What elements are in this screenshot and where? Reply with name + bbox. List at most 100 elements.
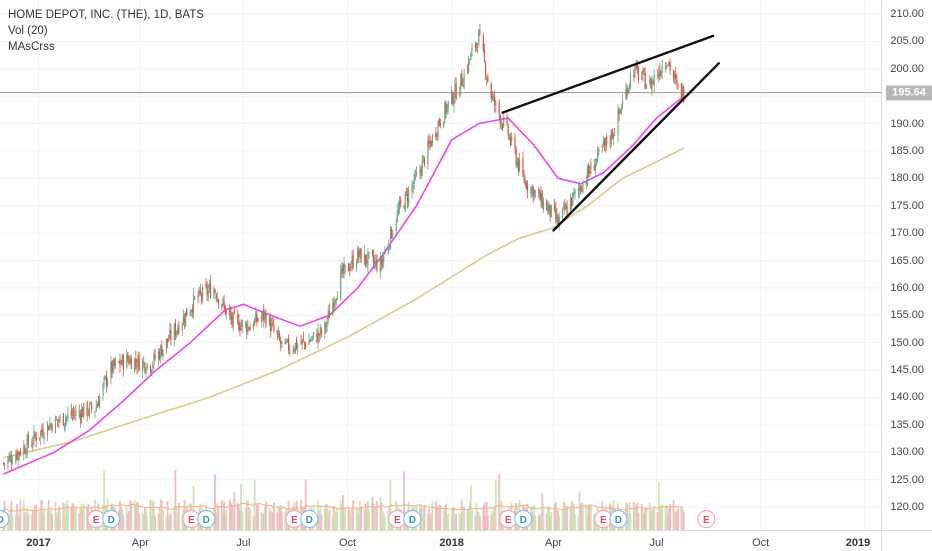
price-chart-plot[interactable]: EDEDEDEDEDEDEDE [0,0,882,530]
candle-body [564,204,566,211]
candle-body [677,85,679,87]
volume-bar [33,515,35,530]
price-tick-label: 180.00 [890,172,924,185]
candle-body [525,182,527,189]
volume-bar [170,514,172,530]
candle-body [470,52,472,60]
candle-body [308,340,310,345]
ma-cross-indicator-label[interactable]: MAsCrss [8,41,55,53]
volume-bar [335,511,338,530]
candle-body [549,205,551,217]
volume-indicator-label[interactable]: Vol (20) [8,25,48,37]
candle-body [533,190,535,196]
price-tick-label: 130.00 [890,446,924,459]
candle-body [197,295,199,298]
candle-body [49,423,51,429]
candle-body [71,414,74,416]
candle-body [40,430,42,438]
candle-body [436,134,438,136]
candle-body [523,174,525,182]
candle-body [293,350,295,352]
candle-body [360,248,362,263]
price-axis[interactable]: 210.00205.00200.00195.00190.00185.00180.… [881,0,932,530]
candle-body [32,442,34,444]
candle-body [628,85,630,87]
volume-bar [245,501,248,530]
candle-body [602,141,604,145]
volume-bar [280,511,283,530]
volume-bar [371,496,374,530]
candle-body [66,416,68,419]
candle-body [653,74,655,85]
candle-body [233,309,235,314]
volume-bar [72,504,75,530]
candle-body [546,200,548,211]
candle-body [119,359,121,366]
time-tick-label: Jul [649,537,664,549]
dividend-letter: D [615,515,622,526]
candle-body [230,313,232,320]
volume-bar [168,513,171,530]
candle-body [644,73,646,89]
volume-bar [120,506,123,530]
volume-bar [540,512,542,530]
candle-body [366,260,368,264]
earnings-letter: E [600,515,607,526]
candle-body [580,185,582,191]
candle-body [311,336,314,337]
volume-bar [176,514,179,530]
candle-body [340,270,342,300]
volume-bar [153,501,155,530]
dividend-circle [300,509,319,529]
candle-body [650,78,652,89]
symbol-title[interactable]: HOME DEPOT, INC. (THE), 1D, BATS [8,9,204,21]
time-tick-label: 2017 [26,537,51,549]
candle-body [565,204,567,210]
candle-body [462,85,464,88]
candle-body [355,262,358,268]
earnings-letter: E [703,515,710,526]
candle-body [217,299,220,305]
volume-bar [165,516,168,530]
price-tick-label: 170.00 [890,227,924,240]
candle-body [588,165,590,174]
dividend-letter: D [0,515,4,526]
volume-bar [159,498,162,530]
volume-bar [471,509,473,530]
volume-bar [16,503,18,530]
dividend-marker: D [609,509,628,529]
volume-bar [443,505,446,530]
time-tick-label: Apr [544,537,563,549]
volume-bar [365,511,368,530]
volume-bar [558,516,561,530]
volume-bar [237,506,240,530]
candle-body [137,355,139,366]
volume-bar [145,507,147,530]
candle-body [428,140,430,144]
trendlines[interactable] [501,34,720,232]
volume-bar [74,506,77,530]
candle-body [24,447,26,454]
dividend-letter: D [203,515,210,526]
candle-body [249,326,251,331]
candle-body [391,228,393,239]
volume-bar [59,510,61,530]
time-axis[interactable]: 2017 Apr Jul Oct 2018 Apr Jul Oct 2019 [0,530,882,551]
volume-bar [317,500,319,530]
candle-body [479,30,481,33]
earnings-letter: E [93,515,100,526]
volume-bar [355,508,358,530]
volume-bar [534,516,537,530]
volume-bar [173,506,176,530]
candle-body [70,410,72,416]
volume-bar [81,509,84,530]
volume-bar [35,504,38,530]
volume-bar [216,503,219,530]
volume-bar [103,469,106,530]
candle-body [96,404,98,409]
candle-body [189,312,191,316]
volume-bar [175,507,178,530]
volume-bar [122,515,125,530]
volume-bar [669,503,672,530]
candle-body [46,423,49,435]
